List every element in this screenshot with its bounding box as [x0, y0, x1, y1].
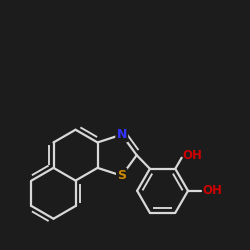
Text: S: S — [117, 169, 126, 182]
Text: OH: OH — [203, 184, 223, 197]
Text: OH: OH — [183, 150, 203, 162]
Text: N: N — [116, 128, 127, 141]
